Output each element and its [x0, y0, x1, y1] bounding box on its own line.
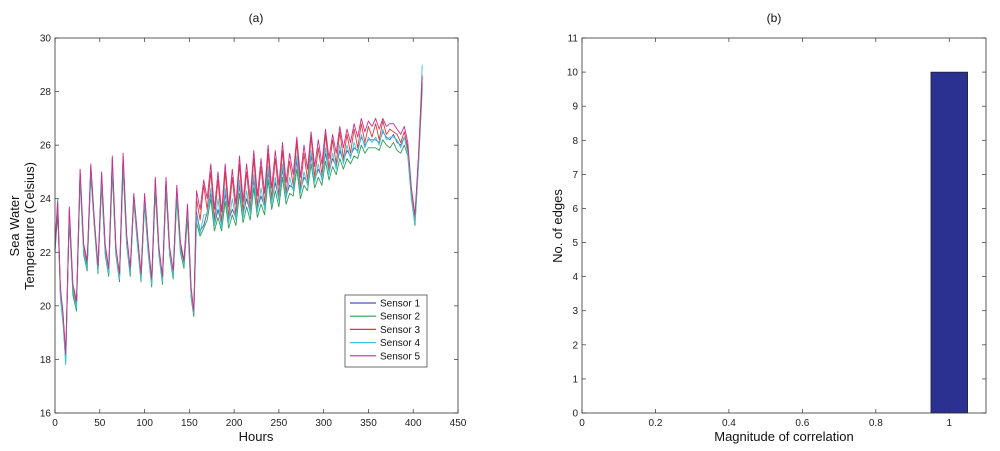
panel-a-x-label: Hours — [239, 429, 274, 444]
y-tick-label: 1 — [572, 374, 578, 385]
y-tick-label: 20 — [40, 301, 52, 312]
y-tick-label: 16 — [40, 409, 52, 420]
panel-b-axes-box — [581, 37, 987, 414]
legend-label-sensor-4: Sensor 4 — [380, 338, 420, 349]
panel-a-title: (a) — [249, 11, 264, 25]
panel-b-y-ticks: 0 1 2 3 4 5 6 7 8 9 10 11 — [567, 34, 986, 420]
x-tick-label: 300 — [315, 418, 332, 429]
histogram-bar — [930, 71, 968, 414]
panel-b-x-ticks: 0 0.2 0.4 0.6 0.8 1 — [579, 38, 952, 429]
x-tick-label: 0 — [579, 418, 585, 429]
panel-a-axes-box — [54, 37, 459, 414]
panel-b-bars — [930, 71, 968, 414]
legend-box — [344, 294, 428, 368]
y-tick-label: 7 — [572, 170, 578, 181]
y-tick-label: 5 — [572, 238, 578, 249]
y-tick-label: 0 — [572, 409, 578, 420]
y-tick-label: 24 — [40, 194, 52, 205]
y-tick-label: 30 — [40, 34, 52, 45]
y-tick-label: 28 — [40, 87, 52, 98]
panel-b-bar-chart: (b) 0 0.2 0.4 0.6 0.8 1 0 1 2 3 4 5 6 7 8 9 10 11 Magnit… — [550, 11, 987, 444]
panel-a-y-label-line1: Sea Water — [7, 195, 22, 257]
x-tick-label: 0.4 — [722, 418, 736, 429]
panel-a-legend: Sensor 1 Sensor 2 Sensor 3 Sensor 4 Sensor 5 — [344, 294, 428, 368]
y-tick-label: 6 — [572, 204, 578, 215]
series-line-sensor-5 — [54, 75, 423, 355]
panel-b-y-label: No. of edges — [550, 189, 565, 263]
y-tick-label: 22 — [40, 248, 52, 259]
x-tick-label: 0.6 — [795, 418, 809, 429]
legend-label-sensor-3: Sensor 3 — [380, 325, 420, 336]
panel-a-y-label-line2: Temperature (Celsius) — [22, 162, 37, 290]
x-tick-label: 200 — [226, 418, 243, 429]
x-tick-label: 450 — [450, 418, 467, 429]
panel-a-y-ticks: 16 18 20 22 24 26 28 30 — [40, 34, 458, 420]
x-tick-label: 100 — [136, 418, 153, 429]
x-tick-label: 1 — [946, 418, 952, 429]
panel-a-x-ticks: 0 50 100 150 200 250 300 350 400 450 — [52, 38, 467, 429]
y-tick-label: 18 — [40, 355, 52, 366]
x-tick-label: 0.8 — [869, 418, 883, 429]
legend-label-sensor-5: Sensor 5 — [380, 351, 420, 362]
x-tick-label: 150 — [181, 418, 198, 429]
y-tick-label: 10 — [567, 68, 579, 79]
x-tick-label: 250 — [271, 418, 288, 429]
y-tick-label: 9 — [572, 102, 578, 113]
panel-a-series-group — [54, 64, 423, 366]
x-tick-label: 350 — [360, 418, 377, 429]
y-tick-label: 11 — [568, 34, 579, 45]
y-tick-label: 4 — [572, 272, 578, 283]
y-tick-label: 2 — [572, 340, 578, 351]
panel-b-x-label: Magnitude of correlation — [714, 429, 853, 444]
x-tick-label: 50 — [94, 418, 106, 429]
x-tick-label: 0.2 — [649, 418, 663, 429]
y-tick-label: 8 — [572, 136, 578, 147]
panel-a-line-chart: (a) 0 50 100 150 200 250 300 350 400 450 16 18 20 22… — [7, 11, 467, 444]
panel-b-title: (b) — [767, 11, 782, 25]
y-tick-label: 3 — [572, 306, 578, 317]
legend-label-sensor-2: Sensor 2 — [380, 312, 420, 323]
legend-label-sensor-1: Sensor 1 — [380, 299, 420, 310]
x-tick-label: 400 — [405, 418, 422, 429]
y-tick-label: 26 — [40, 141, 52, 152]
x-tick-label: 0 — [52, 418, 58, 429]
